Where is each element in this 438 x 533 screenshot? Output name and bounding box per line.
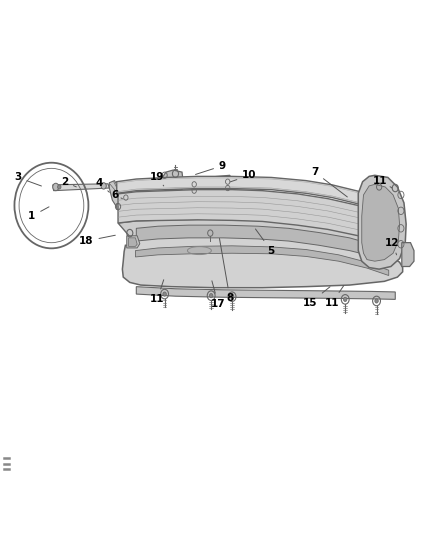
Text: 7: 7 (311, 167, 347, 197)
Circle shape (209, 294, 213, 298)
Polygon shape (53, 184, 110, 191)
Polygon shape (118, 190, 395, 251)
Polygon shape (118, 219, 391, 264)
Text: 11: 11 (325, 286, 344, 308)
Circle shape (230, 295, 234, 299)
Text: 4: 4 (95, 177, 110, 192)
Text: 12: 12 (385, 238, 399, 255)
Circle shape (101, 183, 106, 189)
Text: 5: 5 (255, 229, 275, 256)
Text: 6: 6 (111, 190, 122, 200)
Text: 19: 19 (150, 172, 164, 186)
Polygon shape (188, 175, 233, 195)
Text: 10: 10 (230, 171, 257, 182)
Polygon shape (135, 246, 389, 276)
Polygon shape (136, 225, 376, 257)
Polygon shape (122, 228, 403, 288)
Polygon shape (127, 236, 140, 248)
Circle shape (163, 292, 166, 296)
Polygon shape (362, 184, 399, 261)
Text: 11: 11 (373, 175, 392, 188)
Polygon shape (193, 177, 229, 193)
Text: 18: 18 (79, 235, 115, 246)
Text: 3: 3 (14, 172, 42, 186)
Circle shape (57, 185, 61, 189)
Polygon shape (402, 243, 414, 266)
Polygon shape (358, 175, 406, 269)
Polygon shape (162, 170, 184, 192)
Polygon shape (110, 181, 125, 209)
Text: 17: 17 (211, 281, 226, 309)
Circle shape (53, 183, 59, 191)
Polygon shape (136, 287, 395, 300)
Circle shape (375, 299, 378, 303)
Text: 9: 9 (195, 161, 226, 174)
Text: 11: 11 (150, 280, 164, 304)
Polygon shape (117, 203, 149, 217)
Text: 8: 8 (219, 238, 233, 303)
Circle shape (343, 297, 347, 302)
Text: 1: 1 (28, 207, 49, 221)
Polygon shape (122, 192, 131, 204)
Polygon shape (117, 176, 393, 219)
Text: 15: 15 (303, 287, 330, 308)
Text: 2: 2 (61, 176, 76, 187)
Polygon shape (128, 238, 137, 246)
